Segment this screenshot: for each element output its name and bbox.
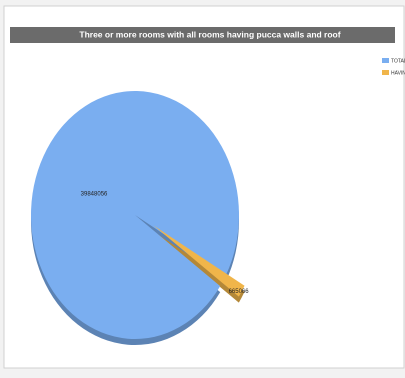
legend: TOTAL HAVING ROOM (382, 58, 405, 76)
legend-label: HAVING ROOM (391, 70, 405, 76)
legend-swatch (382, 58, 389, 63)
title-bar (10, 27, 395, 43)
slice (153, 225, 245, 297)
legend-swatch (382, 70, 389, 75)
pie: 39848056 665066 (30, 90, 250, 346)
chart-title: Three or more rooms with all rooms havin… (79, 29, 340, 39)
data-label: 665066 (229, 289, 250, 295)
slice (31, 90, 240, 339)
legend-label: TOTAL (391, 58, 405, 64)
slice-side (153, 231, 245, 303)
data-label: 39848056 (81, 192, 108, 198)
